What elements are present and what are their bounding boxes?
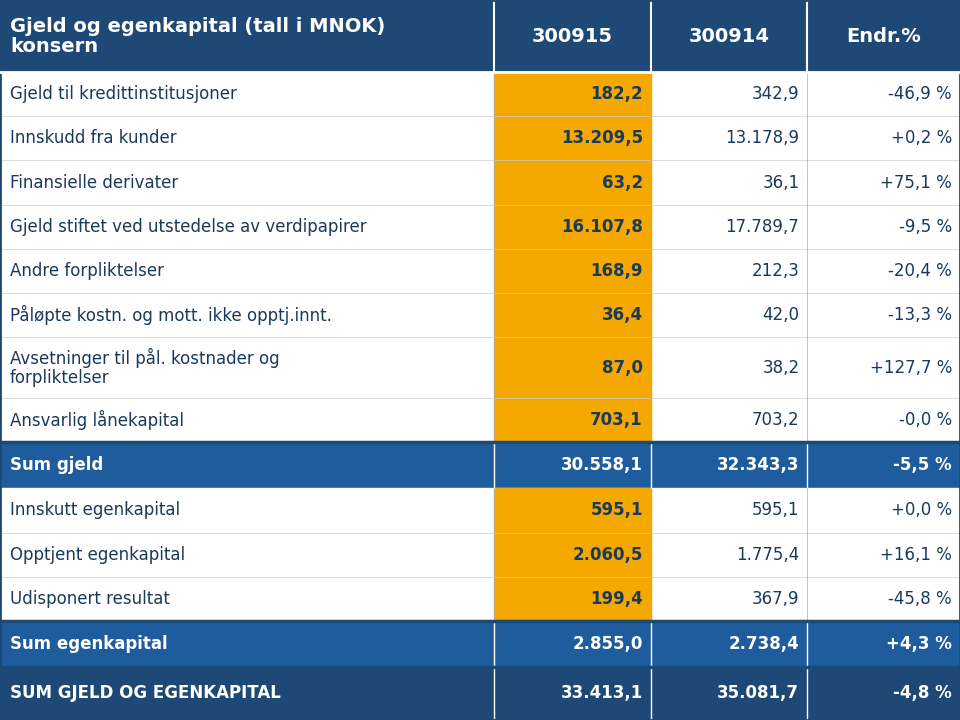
Text: 595,1: 595,1	[590, 501, 643, 519]
Text: Gjeld stiftet ved utstedelse av verdipapirer: Gjeld stiftet ved utstedelse av verdipap…	[10, 218, 367, 236]
Text: 300915: 300915	[532, 27, 613, 45]
Bar	[0, 161, 960, 204]
Bar	[0, 72, 960, 116]
Text: 367,9: 367,9	[752, 590, 800, 608]
Bar	[0, 488, 960, 533]
Text: forpliktelser: forpliktelser	[10, 369, 109, 387]
Text: 13.209,5: 13.209,5	[561, 130, 643, 148]
Bar	[0, 398, 960, 442]
Text: 36,4: 36,4	[602, 306, 643, 324]
Text: 42,0: 42,0	[762, 306, 800, 324]
Bar	[0, 338, 960, 398]
Text: konsern: konsern	[10, 37, 98, 55]
Bar	[494, 161, 651, 204]
Bar	[494, 204, 651, 249]
Text: 35.081,7: 35.081,7	[717, 685, 800, 703]
Text: 63,2: 63,2	[602, 174, 643, 192]
Text: Avsetninger til pål. kostnader og: Avsetninger til pål. kostnader og	[10, 348, 279, 368]
Text: -9,5 %: -9,5 %	[899, 218, 952, 236]
Bar	[0, 204, 960, 249]
Text: 1.775,4: 1.775,4	[736, 546, 800, 564]
Text: +0,0 %: +0,0 %	[891, 501, 952, 519]
Text: 36,1: 36,1	[762, 174, 800, 192]
Text: -46,9 %: -46,9 %	[888, 85, 952, 103]
Text: 595,1: 595,1	[752, 501, 800, 519]
Bar	[494, 293, 651, 338]
Text: +16,1 %: +16,1 %	[880, 546, 952, 564]
Text: +127,7 %: +127,7 %	[870, 359, 952, 377]
Text: Finansielle derivater: Finansielle derivater	[10, 174, 179, 192]
Text: Opptjent egenkapital: Opptjent egenkapital	[10, 546, 185, 564]
Bar	[494, 249, 651, 293]
Text: Gjeld til kredittinstitusjoner: Gjeld til kredittinstitusjoner	[10, 85, 237, 103]
Text: Andre forpliktelser: Andre forpliktelser	[10, 262, 164, 280]
Text: +75,1 %: +75,1 %	[880, 174, 952, 192]
Text: Påløpte kostn. og mott. ikke opptj.innt.: Påløpte kostn. og mott. ikke opptj.innt.	[10, 305, 332, 325]
Text: +4,3 %: +4,3 %	[886, 635, 952, 653]
Text: Udisponert resultat: Udisponert resultat	[10, 590, 170, 608]
Text: -4,8 %: -4,8 %	[893, 685, 952, 703]
Bar	[494, 577, 651, 621]
Text: -20,4 %: -20,4 %	[888, 262, 952, 280]
Bar	[0, 577, 960, 621]
Bar	[0, 0, 960, 72]
Text: 87,0: 87,0	[602, 359, 643, 377]
Text: 17.789,7: 17.789,7	[726, 218, 800, 236]
Text: -5,5 %: -5,5 %	[894, 456, 952, 474]
Bar	[494, 533, 651, 577]
Text: 13.178,9: 13.178,9	[726, 130, 800, 148]
Text: -0,0 %: -0,0 %	[899, 411, 952, 429]
Bar	[494, 338, 651, 398]
Text: 38,2: 38,2	[762, 359, 800, 377]
Text: Endr.%: Endr.%	[847, 27, 921, 45]
Text: Innskutt egenkapital: Innskutt egenkapital	[10, 501, 180, 519]
Text: 2.738,4: 2.738,4	[729, 635, 800, 653]
Text: 2.060,5: 2.060,5	[572, 546, 643, 564]
Bar	[494, 398, 651, 442]
Text: 199,4: 199,4	[590, 590, 643, 608]
Bar	[0, 249, 960, 293]
Bar	[0, 442, 960, 488]
Text: -45,8 %: -45,8 %	[888, 590, 952, 608]
Text: 212,3: 212,3	[752, 262, 800, 280]
Bar	[0, 667, 960, 719]
Text: 182,2: 182,2	[590, 85, 643, 103]
Bar	[0, 621, 960, 667]
Text: -13,3 %: -13,3 %	[888, 306, 952, 324]
Text: Sum gjeld: Sum gjeld	[10, 456, 104, 474]
Text: Innskudd fra kunder: Innskudd fra kunder	[10, 130, 177, 148]
Text: 703,2: 703,2	[752, 411, 800, 429]
Text: Ansvarlig lånekapital: Ansvarlig lånekapital	[10, 410, 184, 430]
Bar	[494, 488, 651, 533]
Bar	[494, 72, 651, 116]
Text: 2.855,0: 2.855,0	[572, 635, 643, 653]
Text: Gjeld og egenkapital (tall i MNOK): Gjeld og egenkapital (tall i MNOK)	[10, 17, 385, 35]
Text: 16.107,8: 16.107,8	[561, 218, 643, 236]
Text: Sum egenkapital: Sum egenkapital	[10, 635, 168, 653]
Text: SUM GJELD OG EGENKAPITAL: SUM GJELD OG EGENKAPITAL	[10, 685, 281, 703]
Text: 32.343,3: 32.343,3	[717, 456, 800, 474]
Text: 30.558,1: 30.558,1	[561, 456, 643, 474]
Text: 33.413,1: 33.413,1	[561, 685, 643, 703]
Text: 342,9: 342,9	[752, 85, 800, 103]
Bar	[0, 293, 960, 338]
Text: 168,9: 168,9	[590, 262, 643, 280]
Text: +0,2 %: +0,2 %	[891, 130, 952, 148]
Text: 703,1: 703,1	[590, 411, 643, 429]
Bar	[0, 116, 960, 161]
Text: 300914: 300914	[688, 27, 770, 45]
Bar	[494, 116, 651, 161]
Bar	[0, 533, 960, 577]
